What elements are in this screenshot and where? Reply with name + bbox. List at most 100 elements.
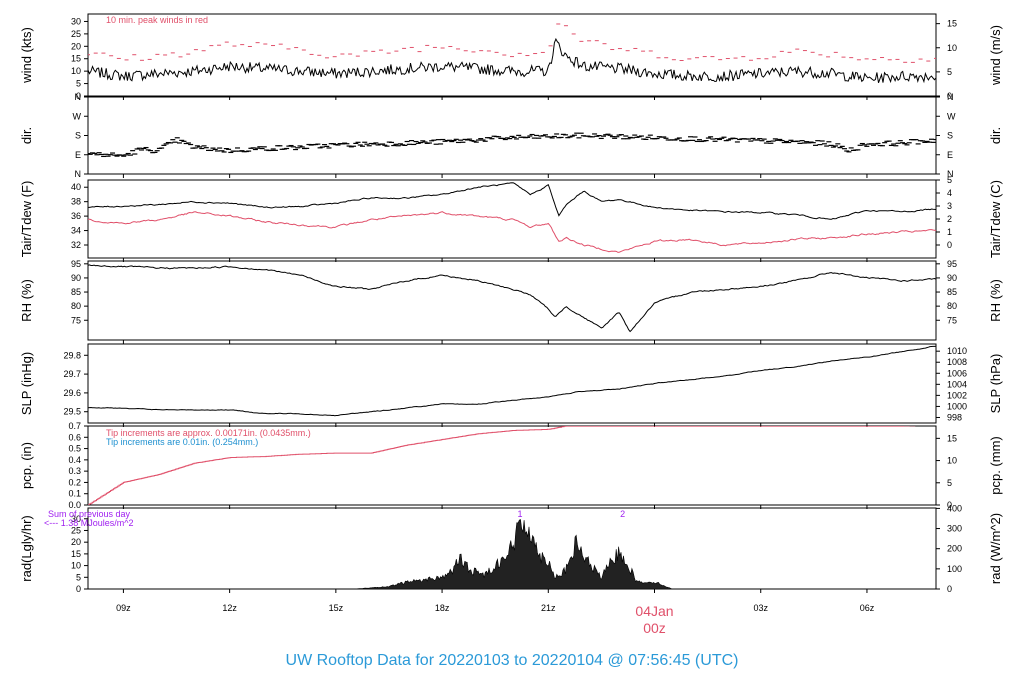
- y-tick-label-right: 300: [947, 524, 962, 534]
- y-tick-label-right: N: [947, 92, 954, 102]
- y-tick-label-right: 0: [947, 240, 952, 250]
- y-tick-label-left: 20: [71, 41, 81, 51]
- y-tick-label-right: N: [947, 169, 954, 179]
- y-tick-label-left: 10: [71, 561, 81, 571]
- y-tick-label-right: 400: [947, 503, 962, 513]
- time-tick-label: 03z: [753, 603, 768, 613]
- panel-frame: [87, 425, 937, 506]
- day-marker: 1: [517, 509, 522, 519]
- y-tick-label-left: W: [73, 111, 82, 121]
- plot-area: [88, 519, 936, 589]
- y-tick-label-left: 0: [76, 91, 81, 101]
- y-tick-label-left: 0.3: [68, 466, 81, 476]
- y-tick-label-right: 5: [947, 67, 952, 77]
- y-tick-label-right: 1002: [947, 390, 967, 400]
- date-label: 04Jan: [635, 603, 673, 619]
- y-tick-label-left: 5: [76, 79, 81, 89]
- y-tick-label-left: N: [75, 92, 82, 102]
- y-axis-title-right: Tair/Tdew (C): [988, 180, 1003, 258]
- y-tick-label-right: 90: [947, 273, 957, 283]
- panel-pcp: 0.00.1 0.20.30.40.5 0.60.7 0 5 10 15 pcp. (in) p…: [19, 421, 1003, 510]
- y-tick-label-left: S: [75, 131, 81, 141]
- y-tick-label-left: 0.4: [68, 455, 81, 465]
- y-tick-label-right: W: [947, 111, 956, 121]
- series-line-tdew: [88, 211, 936, 253]
- y-tick-label-right: 1006: [947, 368, 967, 378]
- y-tick-label-left: 0.7: [68, 421, 81, 431]
- y-tick-label-left: 0: [76, 584, 81, 594]
- time-tick-label: 12z: [222, 603, 237, 613]
- y-tick-label-right: 95: [947, 259, 957, 269]
- plot-area: [88, 426, 921, 505]
- time-tick-label: 15z: [329, 603, 344, 613]
- note: <--- 1.38 MJoules/m^2: [44, 518, 134, 528]
- y-tick-label-right: 5: [947, 175, 952, 185]
- note: Sum of previous day: [48, 509, 131, 519]
- y-axis-title-left: Tair/Tdew (F): [19, 181, 34, 258]
- y-tick-label-right: 0: [947, 584, 952, 594]
- y-tick-label-right: 1004: [947, 379, 967, 389]
- y-axis-title-right: pcp. (mm): [988, 436, 1003, 495]
- time-tick-label: 06z: [860, 603, 875, 613]
- day-marker: 2: [620, 509, 625, 519]
- y-tick-label-left: 32: [71, 240, 81, 250]
- time-tick-label: 09z: [116, 603, 131, 613]
- y-tick-label-right: 10: [947, 456, 957, 466]
- y-tick-label-right: 5: [947, 478, 952, 488]
- y-tick-label-right: 998: [947, 412, 962, 422]
- y-tick-label-right: 80: [947, 301, 957, 311]
- y-tick-label-left: 0.0: [68, 500, 81, 510]
- y-axis-title-right: wind (m/s): [988, 25, 1003, 86]
- y-tick-label-left: 80: [71, 301, 81, 311]
- y-tick-label-right: 1010: [947, 346, 967, 356]
- y-tick-label-left: 36: [71, 211, 81, 221]
- plot-area: [88, 345, 936, 417]
- time-tick-label: 18z: [435, 603, 450, 613]
- y-axis-title-left: RH (%): [19, 279, 34, 322]
- series-line: [88, 37, 936, 84]
- radiation-area: [88, 519, 936, 589]
- y-axis-title-right: SLP (hPa): [988, 354, 1003, 414]
- annotation: 10 min. peak winds in red: [106, 15, 208, 25]
- panel-slp: 29.5 29.6 29.7 29.8 998100010021004100610081…: [19, 343, 1003, 427]
- y-tick-label-right: 1008: [947, 357, 967, 367]
- y-tick-label-left: 29.5: [63, 407, 81, 417]
- y-axis-title-left: SLP (inHg): [19, 352, 34, 415]
- y-axis-title-left: dir.: [19, 127, 34, 144]
- y-tick-label-right: 0: [947, 500, 952, 510]
- note: Tip increments are 0.01in. (0.254mm.): [106, 437, 258, 447]
- y-tick-label-left: 0.5: [68, 444, 81, 454]
- y-axis-title-right: RH (%): [988, 279, 1003, 322]
- y-tick-label-left: 75: [71, 315, 81, 325]
- y-axis-title-right: dir.: [988, 127, 1003, 144]
- time-axis: 09z 12z 15z 18z 21z 03z 06z: [116, 603, 875, 613]
- plot-area: [88, 264, 936, 333]
- y-tick-label-left: 0.6: [68, 432, 81, 442]
- y-tick-label-right: 85: [947, 287, 957, 297]
- y-tick-label-left: 30: [71, 514, 81, 524]
- y-tick-label-left: 10: [71, 66, 81, 76]
- y-axis-title-left: rad(Lgly/hr): [19, 515, 34, 581]
- y-tick-label-left: E: [75, 150, 81, 160]
- plot-area: [88, 182, 936, 253]
- series-line: [88, 264, 936, 333]
- y-tick-label-left: 95: [71, 259, 81, 269]
- y-tick-label-left: N: [75, 169, 82, 179]
- panel-rh: 75 80 85 90 95 75 80 85 90 95 RH (%) RH (%): [19, 259, 1003, 344]
- y-tick-label-left: 15: [71, 549, 81, 559]
- footer-title: UW Rooftop Data for 20220103 to 20220104…: [286, 652, 739, 669]
- y-tick-label-right: 1: [947, 227, 952, 237]
- y-tick-label-left: 25: [71, 525, 81, 535]
- y-tick-label-left: 30: [71, 16, 81, 26]
- y-tick-label-left: 25: [71, 29, 81, 39]
- y-tick-label-left: 29.7: [63, 369, 81, 379]
- panel-frame: [87, 260, 937, 341]
- y-tick-label-right: 15: [947, 433, 957, 443]
- panel-frame: [87, 343, 937, 424]
- y-tick-label-right: S: [947, 131, 953, 141]
